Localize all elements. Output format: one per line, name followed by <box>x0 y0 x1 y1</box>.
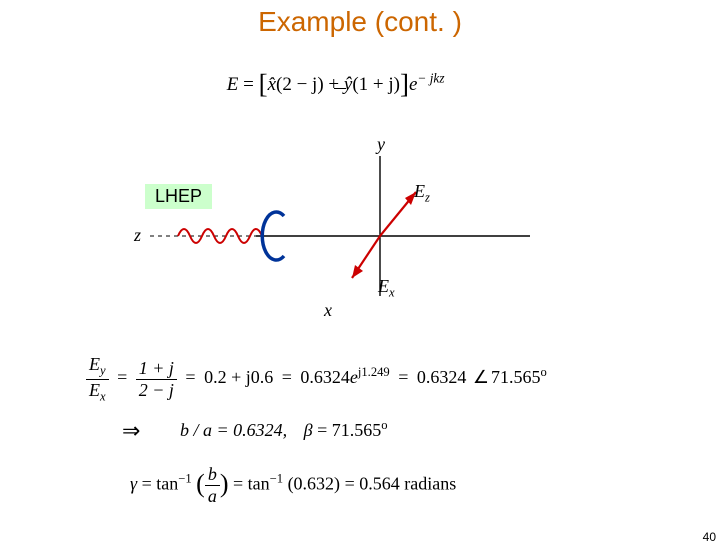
eq1-xhat: x̂ <box>268 74 276 95</box>
eq1-term1: (2 − j) <box>276 74 324 95</box>
Ez-label: Ez <box>414 181 430 206</box>
Ex-label: Ex <box>378 276 395 301</box>
lhep-badge: LHEP <box>145 184 212 209</box>
implies-symbol: ⇒ <box>122 418 140 444</box>
y-axis-label: y <box>377 134 385 155</box>
eq1-plus: + <box>328 74 339 95</box>
equation-E: E = [x̂(2 − j) + ŷ(1 + j)]e− jkz <box>222 66 445 97</box>
gamma-formula: γ = tan−1 ( b a ) = tan−1 (0.632) = 0.56… <box>130 464 456 507</box>
implies-formula: b / a = 0.6324, β = 71.565o <box>180 418 388 441</box>
eq1-sup: − jkz <box>417 71 444 86</box>
slide-title: Example (cont. ) <box>0 6 720 38</box>
eq1-E: E <box>227 74 239 95</box>
page-number: 40 <box>703 530 716 544</box>
eq1-y-underline <box>334 88 346 89</box>
x-axis-label: x <box>324 300 332 321</box>
eq1-term2: (1 + j) <box>352 74 400 95</box>
ratio-formula: Ey Ex = 1 + j 2 − j = 0.2 + j0.6 = 0.632… <box>86 354 547 404</box>
z-axis-label: z <box>134 225 141 246</box>
